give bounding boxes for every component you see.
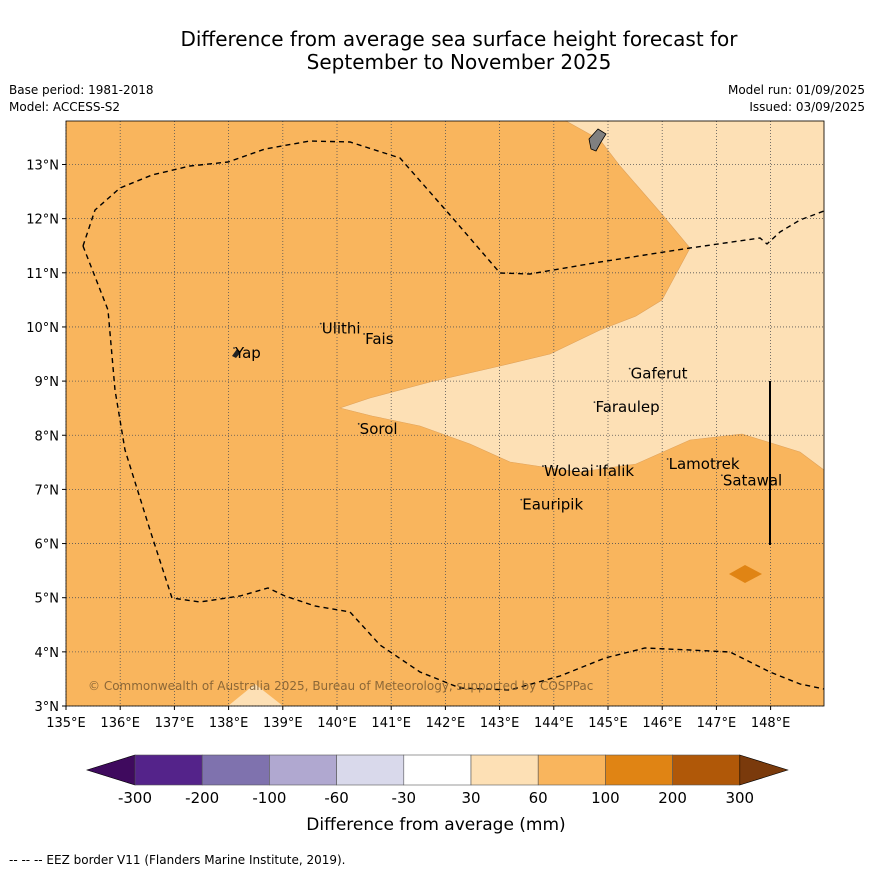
colorbar-extend-low [85,754,136,786]
place-label: Woleai [544,462,594,480]
colorbar-segment [672,754,741,786]
footer-note: -- -- -- EEZ border V11 (Flanders Marine… [9,853,346,867]
x-axis: 135°E 136°E 137°E 138°E 139°E 140°E 141°E 142°E… [46,706,790,731]
x-tick-label: 136°E [100,716,140,731]
place-marker [593,401,596,404]
y-tick-label: 7°N [35,483,60,498]
eez-border [82,140,825,275]
x-tick-label: 144°E [534,716,574,731]
x-tick-label: 148°E [751,716,791,731]
issued-date: Issued: 03/09/2025 [749,100,865,114]
place-marker [542,465,544,467]
colorbar-label: Difference from average (mm) [306,815,565,835]
colorbar-tick-label: -200 [185,789,219,807]
colorbar-tick-label: 30 [461,789,480,807]
x-tick-label: 137°E [155,716,195,731]
colorbar-extend-high [739,754,789,786]
x-tick-label: 146°E [642,716,682,731]
y-tick-label: 12°N [26,213,59,228]
model-name: Model: ACCESS-S2 [9,100,121,114]
place-label: Satawal [723,471,782,489]
place-label: Faraulep [595,398,659,416]
place-label: Fais [365,330,394,348]
y-tick-label: 9°N [35,375,60,390]
guam-island [588,128,607,152]
colorbar-tick-label: 100 [591,789,620,807]
place-label: Ifalik [598,462,634,480]
colorbar-segment [605,754,673,786]
x-tick-label: 139°E [263,716,303,731]
place-marker [233,347,235,349]
x-tick-label: 143°E [480,716,520,731]
colorbar-segment [201,754,270,786]
place-marker [628,367,631,370]
x-tick-label: 138°E [209,716,249,731]
place-marker [363,333,365,335]
x-tick-label: 135°E [46,716,86,731]
yap-island [232,349,241,358]
y-tick-label: 8°N [35,429,60,444]
anomaly-patch-30-60 [228,684,283,706]
colorbar-tick-label: 200 [658,789,687,807]
colorbar-segment [269,754,337,786]
base-period: Base period: 1981-2018 [9,83,154,97]
colorbar-tick-label: -100 [252,789,286,807]
x-tick-label: 145°E [588,716,628,731]
place-label: Lamotrek [669,455,740,473]
place-marker [720,474,723,477]
colorbar-segment [134,754,203,786]
place-label: Eauripik [522,496,583,514]
anomaly-region-30-60 [338,120,825,473]
y-tick-label: 4°N [35,646,60,661]
colorbar-segment [537,754,606,786]
model-run: Model run: 01/09/2025 [727,83,865,97]
x-tick-label: 140°E [317,716,357,731]
y-axis: 3°N 4°N 5°N 6°N 7°N 8°N 9°N 10°N 11°N 12°N 13°N [26,159,66,715]
colorbar: -300 -200 -100 -60 -30 30 60 100 200 300 [85,754,789,807]
place-marker [596,465,599,467]
place-marker [357,422,360,425]
y-tick-label: 13°N [26,159,59,174]
colorbar-tick-label: -300 [118,789,152,807]
colorbar-tick-label: -60 [324,789,349,807]
meta-left: Base period: 1981-2018 Model: ACCESS-S2 [9,82,154,116]
title-line-2: September to November 2025 [306,50,612,74]
y-tick-label: 10°N [26,321,59,336]
chart-title: Difference from average sea surface heig… [0,28,873,74]
x-tick-label: 147°E [697,716,737,731]
colorbar-tick-label: 60 [529,789,548,807]
eez-border-west [82,245,825,691]
colorbar-segment [336,754,405,786]
place-label: Gaferut [631,365,688,383]
meta-right: Model run: 01/09/2025 Issued: 03/09/2025 [728,82,865,116]
place-marker [520,498,523,501]
x-tick-label: 141°E [371,716,411,731]
colorbar-tick-label: 300 [725,789,754,807]
colorbar-tick-label: -30 [392,789,417,807]
title-line-1: Difference from average sea surface heig… [180,27,738,51]
place-label: Yap [234,344,261,362]
anomaly-patch-100-200 [729,565,762,583]
y-tick-label: 6°N [35,538,60,553]
place-label: Ulithi [322,320,361,338]
x-tick-label: 142°E [426,716,466,731]
colorbar-segment [403,754,472,786]
place-marker [666,458,669,460]
place-label: Sorol [360,420,398,438]
place-marker [319,322,322,325]
copyright-notice: © Commonwealth of Australia 2025, Bureau… [88,679,593,693]
colorbar-segment [470,754,539,786]
y-tick-label: 5°N [35,592,60,607]
y-tick-label: 3°N [35,700,60,715]
y-tick-label: 11°N [26,267,59,282]
